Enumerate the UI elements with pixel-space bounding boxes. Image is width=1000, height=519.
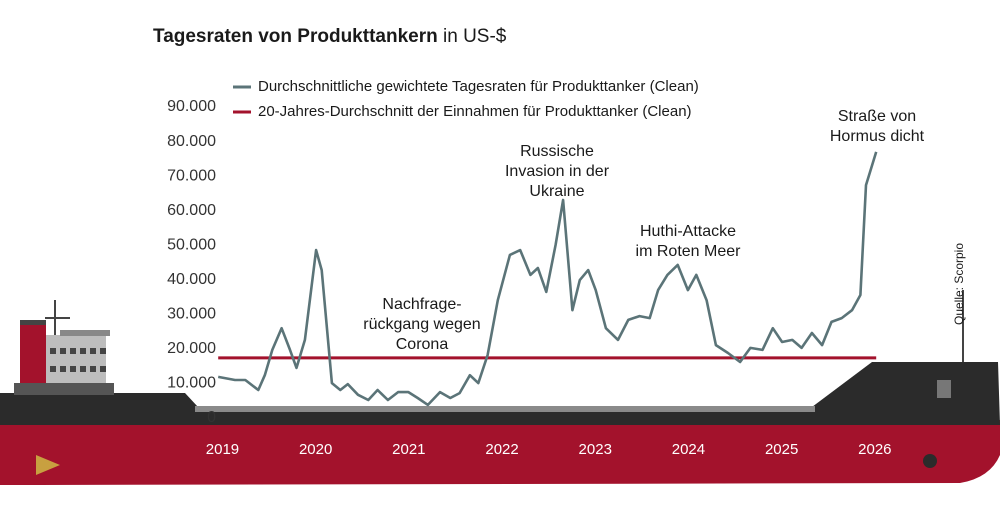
y-tick-label: 10.000 xyxy=(167,375,216,392)
annotation-line: Straße von xyxy=(838,108,916,125)
annotation-line: Ukraine xyxy=(529,183,584,200)
rate-line xyxy=(217,151,878,407)
x-tick-label: 2023 xyxy=(579,441,612,458)
y-tick-label: 70.000 xyxy=(167,167,216,184)
legend-label: Durchschnittliche gewichtete Tagesraten … xyxy=(258,78,699,95)
annotation-line: Nachfrage- xyxy=(382,296,461,313)
x-tick-label: 2022 xyxy=(485,441,518,458)
x-tick-label: 2021 xyxy=(392,441,425,458)
y-tick-label: 20.000 xyxy=(167,340,216,357)
y-tick-label: 40.000 xyxy=(167,271,216,288)
annotation: Russische Invasion in der Ukraine xyxy=(505,143,610,200)
annotation-line: Huthi-Attacke xyxy=(640,223,736,240)
annotation-line: Hormus dicht xyxy=(830,128,925,145)
y-tick-label: 30.000 xyxy=(167,306,216,323)
x-tick-label: 2026 xyxy=(858,441,891,458)
annotation-line: Invasion in der xyxy=(505,163,610,180)
x-tick-label: 2020 xyxy=(299,441,332,458)
x-tick-label: 2024 xyxy=(672,441,705,458)
y-tick-label: 90.000 xyxy=(167,98,216,115)
x-tick-label: 2025 xyxy=(765,441,798,458)
title: Tagesraten von Produkttankern xyxy=(153,26,438,47)
y-tick-label: 80.000 xyxy=(167,133,216,150)
annotation-line: Corona xyxy=(396,336,449,353)
ship xyxy=(0,290,1000,485)
annotation-line: im Roten Meer xyxy=(636,243,742,260)
annotation: Huthi-Attacke im Roten Meer xyxy=(636,223,742,260)
y-tick-label: 0 xyxy=(207,409,216,426)
source: Quelle: Scorpio xyxy=(952,243,966,325)
annotation: Nachfrage-rückgang wegen Corona xyxy=(363,296,480,353)
annotation: Straße von Hormus dicht xyxy=(830,108,925,145)
x-tick-label: 2019 xyxy=(206,441,239,458)
annotation-line: rückgang wegen xyxy=(363,316,480,333)
y-tick-label: 60.000 xyxy=(167,202,216,219)
y-tick-label: 50.000 xyxy=(167,236,216,253)
unit: in US-$ xyxy=(443,26,507,47)
legend-label: 20-Jahres-Durchschnitt der Einnahmen für… xyxy=(258,103,692,120)
chart-title: Tagesraten von Produkttankern in US-$ xyxy=(153,26,507,47)
annotation-line: Russische xyxy=(520,143,594,160)
